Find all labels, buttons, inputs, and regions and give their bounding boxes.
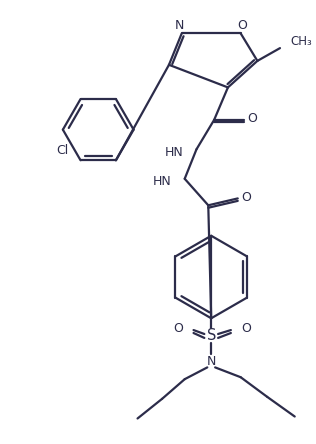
Text: O: O	[247, 112, 258, 125]
Text: Cl: Cl	[57, 144, 69, 157]
Text: HN: HN	[153, 175, 172, 188]
Text: O: O	[242, 321, 252, 335]
Text: O: O	[242, 191, 252, 204]
Text: CH₃: CH₃	[291, 35, 313, 48]
Text: O: O	[173, 321, 183, 335]
Text: N: N	[175, 19, 185, 32]
Text: HN: HN	[165, 146, 184, 159]
Text: S: S	[207, 329, 216, 344]
Text: N: N	[207, 355, 216, 368]
Text: O: O	[238, 19, 248, 32]
